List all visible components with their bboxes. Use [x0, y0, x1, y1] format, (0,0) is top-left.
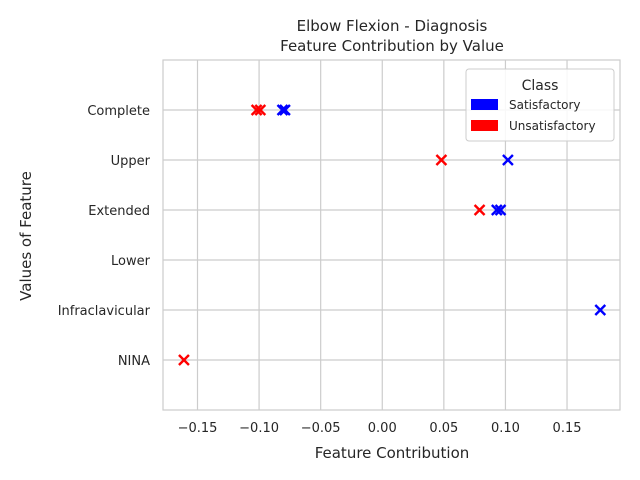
data-point: [250, 104, 263, 116]
x-tick-label: −0.15: [178, 421, 218, 436]
x-tick-label: 0.00: [368, 421, 397, 436]
data-point: [473, 204, 486, 216]
legend-title: Class: [522, 78, 559, 94]
x-tick-label: 0.15: [553, 421, 582, 436]
legend-swatch-unsatisfactory: [471, 120, 498, 131]
x-axis-label: Feature Contribution: [315, 444, 470, 462]
data-point: [502, 154, 514, 166]
y-tick-labels: Complete Upper Extended Lower Infraclavicula…: [58, 104, 151, 369]
legend: Class Satisfactory Unsatisfactory: [465, 68, 615, 142]
chart-title: Elbow Flexion - Diagnosis: [297, 17, 488, 35]
data-point: [594, 304, 607, 316]
data-point: [279, 104, 291, 116]
legend-box: [465, 68, 615, 142]
data-point: [435, 154, 448, 166]
data-point: [178, 354, 190, 366]
plot-frame: [162, 59, 621, 411]
x-tick-label: −0.05: [301, 421, 341, 436]
y-tick-label: Infraclavicular: [58, 304, 151, 319]
x-tick-label: 0.05: [429, 421, 458, 436]
y-tick-label: NINA: [118, 354, 150, 369]
data-point: [490, 204, 503, 216]
x-tick-label: 0.10: [491, 421, 520, 436]
data-points: [178, 104, 607, 366]
x-tick-label: −0.10: [239, 421, 279, 436]
legend-swatch-satisfactory: [471, 99, 498, 110]
y-axis-label: Values of Feature: [17, 171, 35, 301]
data-point: [254, 104, 267, 116]
legend-label-unsatisfactory: Unsatisfactory: [509, 119, 596, 133]
chart-subtitle: Feature Contribution by Value: [280, 37, 504, 55]
legend-label-satisfactory: Satisfactory: [509, 98, 581, 112]
data-point: [494, 204, 507, 216]
y-tick-label: Upper: [111, 154, 151, 169]
y-tick-label: Lower: [111, 254, 151, 269]
data-point: [276, 104, 289, 116]
y-tick-label: Complete: [87, 104, 150, 119]
x-tick-labels: −0.15 −0.10 −0.05 0.00 0.05 0.10 0.15: [178, 421, 582, 436]
y-tick-label: Extended: [88, 204, 150, 219]
